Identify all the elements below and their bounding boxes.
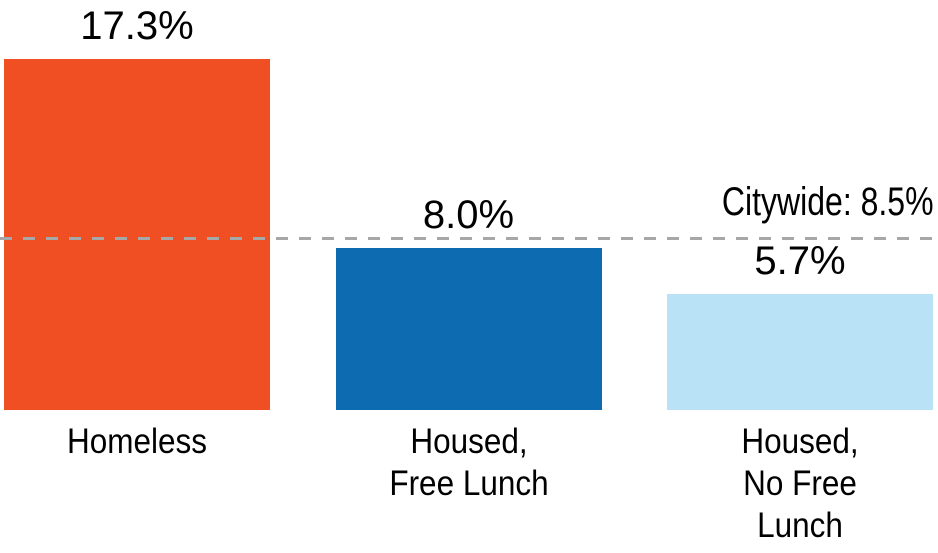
category-label-homeless: Homeless <box>66 422 208 461</box>
value-label-housed-free-lunch: 8.0% <box>422 192 515 237</box>
category-label-housed-free-lunch: Housed, Free Lunch <box>388 422 549 503</box>
value-label-homeless: 17.3% <box>80 3 194 48</box>
category-label-housed-no-free-lunch: Housed, No Free Lunch <box>741 422 859 545</box>
bar-homeless <box>4 58 270 410</box>
value-label-housed-no-free-lunch: 5.7% <box>754 239 846 284</box>
citywide-reference-line <box>0 236 938 240</box>
bar-housed-free-lunch <box>335 247 602 410</box>
citywide-reference-label: Citywide: 8.5% <box>722 180 934 224</box>
bar-housed-no-free-lunch <box>667 294 933 410</box>
